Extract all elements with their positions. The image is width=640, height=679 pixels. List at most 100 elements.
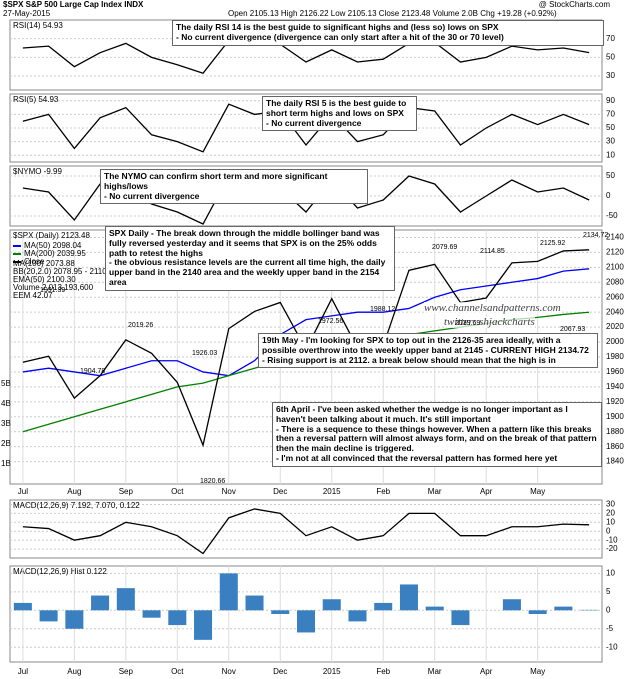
price-label: 1926.03 — [192, 350, 218, 357]
line: 6th April - I've been asked whether the … — [276, 404, 568, 424]
hist-bar — [39, 610, 58, 622]
y-tick-label: 10 — [606, 150, 615, 159]
y-tick-label: 10 — [606, 568, 615, 577]
price-label: 2067.93 — [560, 326, 586, 333]
y-tick-label: 2120 — [606, 248, 624, 257]
x-tick-label: Apr — [480, 667, 493, 676]
y-tick-label: 70 — [606, 34, 615, 43]
quote: Open 2105.13 High 2126.22 Low 2105.13 Cl… — [228, 9, 557, 18]
annotation: The daily RSI 5 is the best guide to shor… — [262, 96, 417, 132]
annotation: SPX Daily - The break down through the m… — [105, 226, 395, 291]
x-tick-label: Feb — [376, 667, 390, 676]
y-tick-label: 2140 — [606, 233, 624, 242]
symbol: $SPX S&P 500 Large Cap Index INDX — [3, 0, 144, 9]
line: - There is a sequence to these things ho… — [276, 423, 597, 454]
line: 19th May - I'm looking for SPX to top ou… — [262, 335, 589, 355]
x-tick-label: Jul — [18, 667, 28, 676]
legend-entry: MA(50) 2098.04 — [24, 241, 82, 250]
hist-bar — [348, 610, 367, 622]
annotation: 19th May - I'm looking for SPX to top ou… — [258, 333, 598, 369]
indicator-legend: MA(100) 2073.88 — [13, 259, 75, 268]
line: The daily RSI 5 is the best guide to — [266, 98, 407, 108]
y-tick-label: 2060 — [606, 292, 624, 301]
y-tick-label: 0 — [606, 526, 611, 535]
y-tick-label: 90 — [606, 96, 615, 105]
brand: @ StockCharts.com — [539, 0, 611, 9]
price-label: 1904.78 — [80, 368, 106, 375]
hist-bar — [13, 602, 32, 611]
x-tick-label: Sep — [119, 487, 134, 496]
panel-label: RSI(5) 54.93 — [13, 95, 59, 104]
y-tick-label: 30 — [606, 137, 615, 146]
x-tick-label: May — [530, 487, 545, 496]
y-tick-label: 1880 — [606, 427, 624, 436]
y-tick-label: 30 — [606, 500, 615, 509]
price-label: 2114.85 — [480, 248, 505, 255]
panel-label: RSI(14) 54.93 — [13, 21, 63, 30]
x-tick-label: Dec — [273, 487, 287, 496]
line: - No current divergence (divergence can … — [176, 31, 504, 42]
y-tick-label: 1840 — [606, 457, 624, 466]
y-tick-label: 0 — [606, 191, 611, 200]
x-tick-label: Dec — [273, 667, 287, 676]
y-tick-label: 10 — [606, 517, 615, 526]
x-tick-label: Sep — [119, 667, 134, 676]
hist-bar — [374, 602, 393, 611]
price-label: 1988.12 — [370, 306, 396, 313]
panel-label: MACD(12,26,9) 7.192, 7.070, 0.122 — [13, 501, 140, 510]
line: short term highs and lows on SPX — [266, 107, 404, 118]
panel-label: $NYMO -9.99 — [13, 167, 62, 176]
y-tick-label: 1900 — [606, 412, 624, 421]
hist-bar — [399, 584, 418, 611]
y-tick-label: -10 — [606, 535, 618, 544]
x-tick-label: Oct — [171, 667, 184, 676]
watermark: twitter: shjackcharts — [444, 316, 535, 328]
y-tick-label: 5 — [606, 587, 611, 596]
line: - No current divergence — [266, 117, 362, 128]
series-line — [22, 39, 590, 74]
x-tick-label: 2015 — [323, 667, 341, 676]
hist-bar — [554, 606, 573, 611]
line: The daily RSI 14 is the best guide to si… — [176, 22, 499, 32]
hist-bar — [194, 610, 213, 640]
price-label: 2134.72 — [583, 232, 609, 239]
x-tick-label: Nov — [222, 487, 236, 496]
hist-bar — [271, 610, 290, 614]
x-tick-label: Nov — [222, 667, 236, 676]
hist-bar — [322, 599, 341, 611]
indicator-legend: EEM 42.07 — [13, 291, 53, 300]
y-tick-label: 50 — [606, 123, 615, 132]
hist-bar — [219, 573, 238, 611]
line: - the obvious resistance levels are the … — [109, 257, 386, 287]
series-line — [22, 508, 590, 555]
volume-tick: 1B — [1, 459, 11, 468]
y-tick-label: -20 — [606, 544, 618, 553]
x-tick-label: Aug — [67, 487, 81, 496]
x-tick-label: 2015 — [323, 487, 341, 496]
hist-bar — [116, 588, 135, 611]
annotation: The daily RSI 14 is the best guide to si… — [172, 20, 604, 46]
y-tick-label: 1960 — [606, 367, 624, 376]
y-tick-label: 2080 — [606, 277, 624, 286]
watermark: www.channelsandpatterns.com — [424, 302, 561, 314]
hist-bar — [425, 606, 444, 611]
volume-tick: 5B — [1, 379, 11, 388]
x-tick-label: Mar — [428, 667, 442, 676]
y-tick-label: 50 — [606, 171, 615, 180]
price-label: 2019.26 — [128, 322, 154, 329]
y-tick-label: 70 — [606, 110, 615, 119]
x-tick-label: Oct — [171, 487, 184, 496]
price-label: 2125.92 — [540, 240, 566, 247]
x-tick-label: Aug — [67, 667, 81, 676]
legend-entry: Close — [24, 257, 45, 266]
hist-bar — [65, 610, 84, 629]
panel-label: MACD(12,26,9) Hist 0.122 — [13, 567, 107, 576]
hist-bar — [502, 599, 521, 611]
y-tick-label: 2000 — [606, 337, 624, 346]
date: 27-May-2015 — [3, 9, 51, 18]
hist-bar — [142, 610, 161, 618]
y-tick-label: -50 — [606, 211, 618, 220]
series-line — [22, 103, 590, 153]
y-tick-label: 2100 — [606, 262, 624, 271]
